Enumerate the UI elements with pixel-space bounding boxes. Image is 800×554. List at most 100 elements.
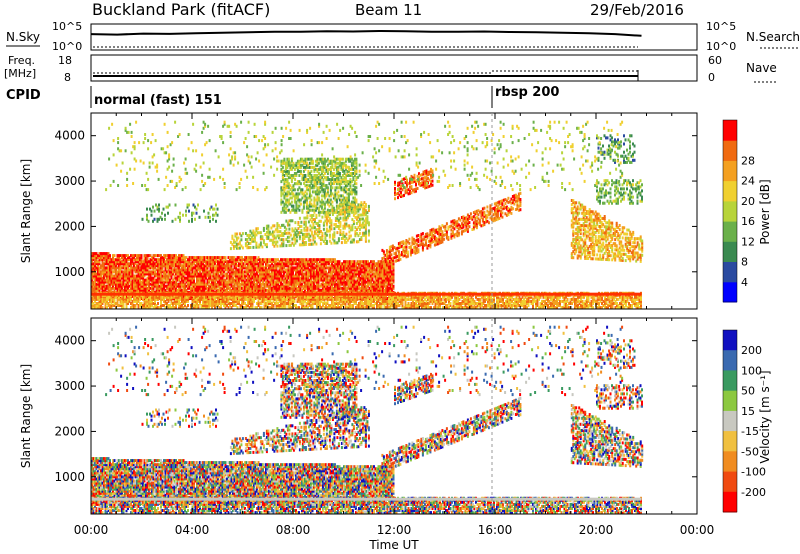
- power-cell: [203, 270, 206, 274]
- power-cell: [191, 272, 194, 276]
- power-cell: [143, 278, 146, 282]
- power-cell: [371, 290, 374, 294]
- power-cell: [394, 306, 396, 310]
- power-cell: [103, 278, 105, 282]
- power-cell: [169, 272, 171, 276]
- power-cell: [197, 276, 200, 280]
- power-cell: [124, 254, 126, 258]
- power-cell: [385, 270, 387, 274]
- power-cell: [200, 260, 203, 264]
- power-cell: [130, 262, 132, 266]
- power-cell: [289, 258, 291, 262]
- power-cell: [254, 276, 257, 280]
- power-cell: [296, 286, 299, 290]
- power-cell: [287, 302, 290, 305]
- power-cell: [208, 272, 210, 276]
- power-cell: [128, 288, 131, 292]
- power-cell: [331, 274, 333, 278]
- power-cell: [367, 295, 369, 299]
- power-cell: [160, 302, 162, 305]
- power-cell: [178, 266, 180, 270]
- power-cell: [211, 297, 213, 300]
- power-cell: [329, 276, 332, 280]
- power-cell: [154, 272, 156, 276]
- power-cell: [373, 282, 375, 286]
- power-cell: [197, 304, 200, 307]
- power-cell: [125, 282, 128, 286]
- power-cell: [368, 262, 371, 266]
- power-cell: [212, 282, 215, 286]
- power-cell: [323, 270, 326, 274]
- power-cell: [172, 282, 174, 286]
- power-cell: [109, 268, 111, 272]
- power-cell: [370, 270, 372, 274]
- power-cell: [247, 297, 249, 301]
- power-cell: [373, 268, 375, 272]
- power-cell: [181, 254, 183, 258]
- power-cell: [241, 302, 243, 305]
- power-cell: [161, 284, 164, 288]
- power-cell: [179, 260, 182, 264]
- power-cell: [202, 272, 204, 276]
- power-cell: [269, 284, 272, 288]
- power-cell: [314, 280, 317, 284]
- power-cell: [208, 278, 210, 282]
- power-cell: [337, 278, 339, 282]
- power-cell: [353, 278, 356, 282]
- power-cell: [335, 306, 338, 310]
- power-cell: [278, 278, 281, 282]
- power-cell: [91, 260, 93, 264]
- power-cell: [232, 260, 234, 264]
- power-cell: [331, 280, 333, 284]
- power-cell: [365, 290, 368, 294]
- power-cell: [146, 282, 149, 286]
- power-cell: [226, 266, 228, 270]
- power-cell: [266, 288, 269, 292]
- power-cell: [167, 264, 170, 268]
- power-cell: [352, 304, 354, 307]
- power-cell: [391, 295, 393, 299]
- power-cell: [107, 286, 110, 290]
- power-cell: [343, 270, 345, 274]
- power-cell: [143, 284, 146, 288]
- freq-label-line1: Freq.: [8, 54, 35, 67]
- power-cell: [346, 268, 348, 272]
- power-cell: [286, 282, 288, 286]
- power-cell: [251, 276, 254, 280]
- power-cell: [95, 297, 98, 301]
- power-cell: [172, 288, 174, 292]
- power-cell: [230, 302, 233, 305]
- power-cell: [113, 280, 116, 284]
- power-cell: [304, 288, 306, 292]
- power-cell: [274, 288, 276, 292]
- power-cell: [268, 272, 270, 276]
- power-cell: [277, 264, 279, 268]
- power-cell: [395, 304, 398, 307]
- power-cell: [145, 272, 147, 276]
- power-cell: [203, 288, 206, 292]
- power-cell: [323, 276, 326, 280]
- power-cell: [259, 278, 261, 282]
- power-cell: [188, 268, 191, 272]
- power-cell: [128, 280, 131, 284]
- power-cell: [146, 262, 149, 266]
- power-cell: [133, 304, 135, 307]
- power-cell: [349, 284, 351, 288]
- power-cell: [167, 286, 170, 290]
- power-cell: [293, 284, 296, 288]
- power-cell: [109, 264, 111, 268]
- power-cell: [154, 270, 156, 274]
- power-cell: [224, 256, 227, 260]
- power-cell: [250, 280, 252, 284]
- power-cell: [274, 286, 276, 290]
- power-cell: [323, 260, 326, 264]
- power-cell: [145, 282, 147, 286]
- power-cell: [302, 297, 305, 301]
- power-cell: [137, 274, 140, 278]
- power-cell: [374, 276, 377, 280]
- power-cell: [223, 295, 225, 299]
- power-cell: [248, 262, 251, 266]
- power-cell: [368, 304, 371, 307]
- power-cell: [349, 270, 351, 274]
- power-cell: [314, 258, 317, 262]
